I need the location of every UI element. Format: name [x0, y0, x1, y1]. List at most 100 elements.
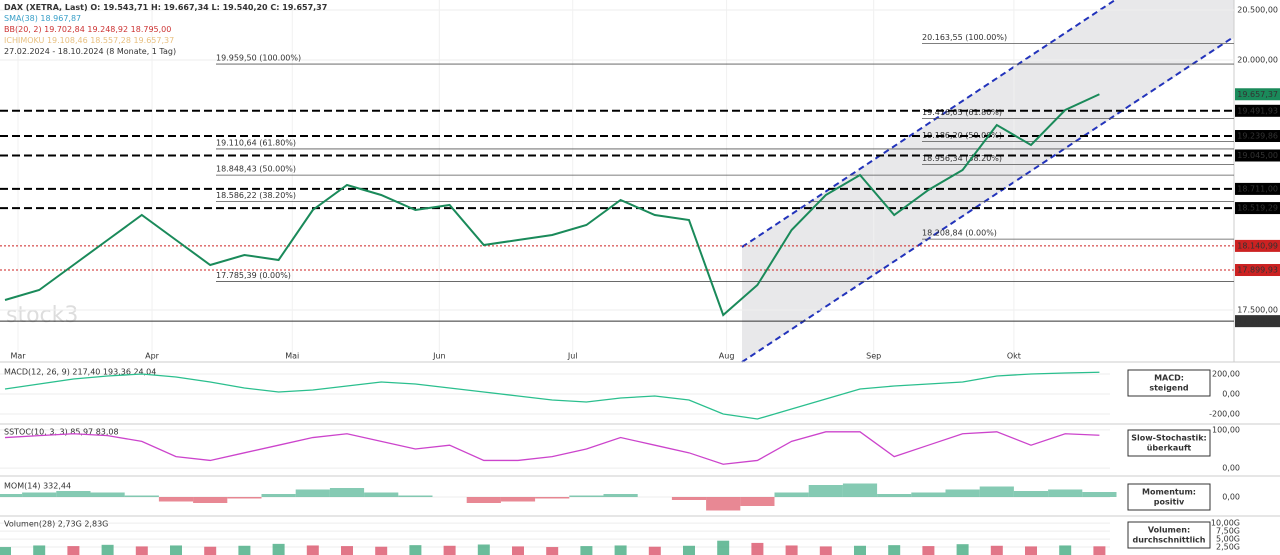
header-ohlc: DAX (XETRA, Last) O: 19.543,71 H: 19.667…	[4, 3, 328, 12]
x-tick-label: Sep	[866, 352, 881, 361]
level-tag	[1235, 88, 1280, 101]
bar	[842, 483, 878, 497]
signal-text: Volumen:	[1148, 526, 1190, 535]
level-label: 17.388,55	[1237, 317, 1278, 326]
level-label: 19.239,86	[1237, 132, 1278, 141]
bar	[569, 495, 604, 497]
date-range: 27.02.2024 - 18.10.2024 (8 Monate, 1 Tag…	[4, 47, 177, 56]
y-tick-label: 0,00	[1222, 464, 1240, 473]
level-label: 17.899,93	[1237, 266, 1278, 275]
fib-label: 18.956,34 (38.20%)	[922, 154, 1002, 163]
bar	[33, 545, 46, 555]
bar	[101, 544, 114, 555]
fib-label: 18.848,43 (50.00%)	[216, 165, 296, 174]
bar	[1013, 491, 1049, 497]
bar	[990, 545, 1003, 555]
bar	[375, 546, 388, 555]
series-line	[4, 371, 1100, 420]
bar	[888, 545, 901, 555]
indicator-title: Volumen(28) 2,73G 2,83G	[4, 520, 108, 529]
x-tick-label: Apr	[145, 352, 160, 361]
bar	[911, 492, 946, 497]
level-tag	[1235, 149, 1280, 162]
bar	[808, 485, 843, 497]
bar	[877, 494, 912, 497]
fib-label: 18.208,84 (0.00%)	[922, 229, 997, 238]
fib-label: 20.163,55 (100.00%)	[922, 33, 1007, 42]
bar	[295, 489, 330, 497]
bar	[1025, 546, 1037, 555]
bar	[170, 545, 182, 555]
signal-text: überkauft	[1147, 444, 1192, 453]
x-tick-label: Jun	[432, 352, 446, 361]
indicator-title: SSTOC(10, 3, 3) 85,97 83,08	[4, 428, 119, 437]
signal-text: positiv	[1154, 498, 1185, 507]
bar	[477, 544, 490, 555]
x-tick-label: Mar	[10, 352, 26, 361]
bar	[648, 546, 661, 555]
bar	[683, 545, 695, 555]
bar	[1048, 489, 1083, 497]
level-tag	[1235, 315, 1280, 328]
signal-text: Momentum:	[1142, 488, 1196, 497]
bar	[22, 492, 57, 497]
bar	[671, 497, 707, 500]
signal-box	[1127, 429, 1211, 457]
bar	[124, 495, 159, 497]
bar	[922, 546, 935, 555]
channel-line	[741, 0, 1116, 248]
bar	[603, 494, 638, 497]
bar	[535, 497, 570, 499]
bar	[67, 546, 80, 555]
y-tick-label: 10,00G	[1211, 519, 1240, 528]
fib-label: 19.416,05 (61.80%)	[922, 108, 1002, 117]
bar	[979, 486, 1014, 497]
level-label: 19.657,37	[1237, 90, 1278, 99]
bar	[261, 494, 296, 497]
bar	[443, 545, 456, 555]
bar	[193, 497, 228, 503]
bar	[272, 543, 285, 555]
y-tick-label: 20.000,00	[1237, 56, 1278, 65]
bar	[1059, 545, 1072, 555]
y-tick-label: 200,00	[1212, 370, 1240, 379]
channel-line	[741, 37, 1233, 363]
series-line	[4, 93, 1100, 317]
bar	[466, 497, 501, 503]
bar	[945, 489, 980, 497]
bar	[500, 497, 536, 502]
signal-box	[1127, 521, 1211, 549]
level-tag	[1235, 202, 1280, 215]
y-tick-label: 0,00	[1222, 493, 1240, 502]
fib-label: 17.785,39 (0.00%)	[216, 271, 291, 280]
legend-sma: SMA(38) 18.967,87	[4, 14, 82, 23]
indicator-title: MACD(12, 26, 9) 217,40 193,36 24,04	[4, 368, 156, 377]
channel-area	[742, 0, 1234, 362]
y-tick-label: 100,00	[1212, 425, 1240, 434]
level-label: 19.491,93	[1237, 106, 1278, 115]
signal-text: steigend	[1149, 384, 1189, 393]
fib-label: 18.586,22 (38.20%)	[216, 191, 296, 200]
bar	[90, 492, 125, 497]
bar	[819, 546, 832, 555]
bar	[227, 497, 262, 499]
bar	[409, 545, 422, 555]
bar	[614, 545, 627, 555]
bar	[751, 542, 764, 555]
bar	[740, 497, 775, 506]
bar	[135, 546, 148, 555]
y-tick-label: 17.500,00	[1237, 306, 1278, 315]
bar	[306, 545, 319, 555]
bar	[546, 547, 559, 555]
series-line	[4, 431, 1100, 465]
fib-label: 19.959,50 (100.00%)	[216, 54, 301, 63]
x-tick-label: Jul	[567, 352, 578, 361]
bar	[329, 488, 365, 497]
bar	[204, 546, 217, 555]
bar	[1082, 492, 1117, 497]
bar	[785, 545, 798, 555]
bar	[238, 545, 251, 555]
level-tag	[1235, 130, 1280, 143]
